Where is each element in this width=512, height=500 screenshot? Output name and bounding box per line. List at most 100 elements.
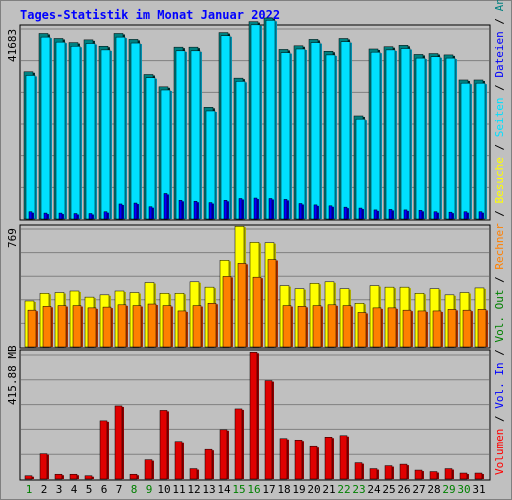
pages-bar [280, 52, 291, 220]
volume-bar [249, 352, 258, 480]
files-bar [58, 212, 63, 220]
files-bar [238, 198, 243, 220]
x-tick-label: 10 [157, 483, 170, 496]
x-tick-label: 5 [86, 483, 93, 496]
pages-bar [340, 41, 351, 220]
pages-bar [430, 56, 441, 220]
x-tick-label: 30 [457, 483, 470, 496]
volume-bar [129, 473, 138, 480]
pages-bar [460, 82, 471, 220]
legend-separator: / [493, 11, 506, 31]
x-tick-label: 16 [247, 483, 260, 496]
volume-bar [114, 405, 123, 480]
x-tick-label: 12 [187, 483, 200, 496]
volume-bar [444, 468, 453, 480]
volume-bar [429, 471, 438, 480]
files-bar-shadow [301, 204, 304, 219]
x-tick-label: 13 [202, 483, 215, 496]
volume-bar [309, 445, 318, 480]
files-bar [268, 198, 273, 220]
x-tick-label: 28 [427, 483, 440, 496]
volume-bar [204, 448, 213, 480]
files-bar-shadow [61, 214, 64, 219]
legend-separator: / [493, 137, 506, 157]
hosts-bar [177, 310, 187, 348]
hosts-bar [27, 309, 37, 348]
files-bar-shadow [436, 212, 439, 219]
legend-separator: / [493, 270, 506, 290]
volume-bar [99, 420, 108, 480]
volume-bar [234, 408, 243, 480]
files-bar-shadow [256, 199, 259, 219]
hosts-bar [387, 307, 397, 348]
hosts-bar [402, 309, 412, 348]
files-bar-shadow [211, 203, 214, 219]
hosts-bar [417, 310, 427, 348]
x-tick-label: 19 [292, 483, 305, 496]
x-tick-label: 4 [71, 483, 78, 496]
pages-bar [115, 36, 126, 220]
files-bar-shadow [166, 194, 169, 219]
volume-bar [294, 439, 303, 480]
volume-bar [339, 435, 348, 480]
panel-volume: 415.88 MB [6, 345, 491, 481]
pages-bar [250, 24, 261, 220]
files-bar-shadow [91, 214, 94, 219]
x-tick-label: 11 [172, 483, 185, 496]
x-tick-label: 25 [382, 483, 395, 496]
files-bar [118, 203, 123, 220]
legend-item: Volumen [493, 429, 506, 475]
hosts-bar [147, 303, 157, 348]
volume-bar [264, 380, 273, 480]
hosts-bar [447, 309, 457, 348]
hosts-bar [87, 307, 97, 348]
pages-bar [55, 41, 66, 220]
files-bar-shadow [76, 214, 79, 219]
pages-bar [445, 57, 456, 220]
x-tick-label: 8 [131, 483, 138, 496]
files-bar-shadow [466, 212, 469, 219]
hosts-bar [117, 304, 127, 348]
files-bar-shadow [151, 207, 154, 219]
hosts-bar [252, 276, 262, 348]
files-bar-shadow [316, 205, 319, 219]
files-bar [283, 199, 288, 220]
volume-bar [24, 475, 33, 480]
files-bar [343, 206, 348, 220]
volume-bar [174, 441, 183, 480]
files-bar [208, 202, 213, 220]
hosts-bar [42, 306, 52, 348]
legend-separator: / [493, 343, 506, 363]
files-bar [388, 209, 393, 220]
y-axis-label-top: 41683 [6, 29, 19, 62]
y-axis-label-bottom: 415.88 MB [6, 345, 19, 405]
hosts-bar [162, 305, 172, 348]
hosts-bar [237, 263, 247, 348]
files-bar-shadow [421, 211, 424, 219]
files-bar-shadow [196, 202, 199, 219]
files-bar [463, 211, 468, 220]
x-tick-label: 2 [41, 483, 48, 496]
pages-bar [175, 50, 186, 220]
files-bar [178, 200, 183, 220]
pages-bar [70, 45, 81, 220]
volume-bar [219, 429, 228, 480]
files-bar [433, 211, 438, 220]
x-tick-label: 31 [472, 483, 485, 496]
hosts-bar [267, 259, 277, 348]
x-tick-label: 15 [232, 483, 245, 496]
files-bar-shadow [451, 213, 454, 219]
hosts-bar [432, 310, 442, 348]
x-tick-label: 26 [397, 483, 410, 496]
right-legend: Volumen / Vol. In / Vol. Out / Rechner /… [493, 0, 506, 475]
volume-bar [144, 459, 153, 480]
legend-item: Vol. In [493, 362, 506, 408]
files-bar [223, 200, 228, 220]
x-tick-label: 23 [352, 483, 365, 496]
hosts-bar [297, 306, 307, 348]
x-tick-label: 24 [367, 483, 381, 496]
files-bar-shadow [181, 201, 184, 219]
volume-bar [159, 410, 168, 480]
hosts-bar [477, 309, 487, 348]
legend-separator: / [493, 409, 506, 429]
